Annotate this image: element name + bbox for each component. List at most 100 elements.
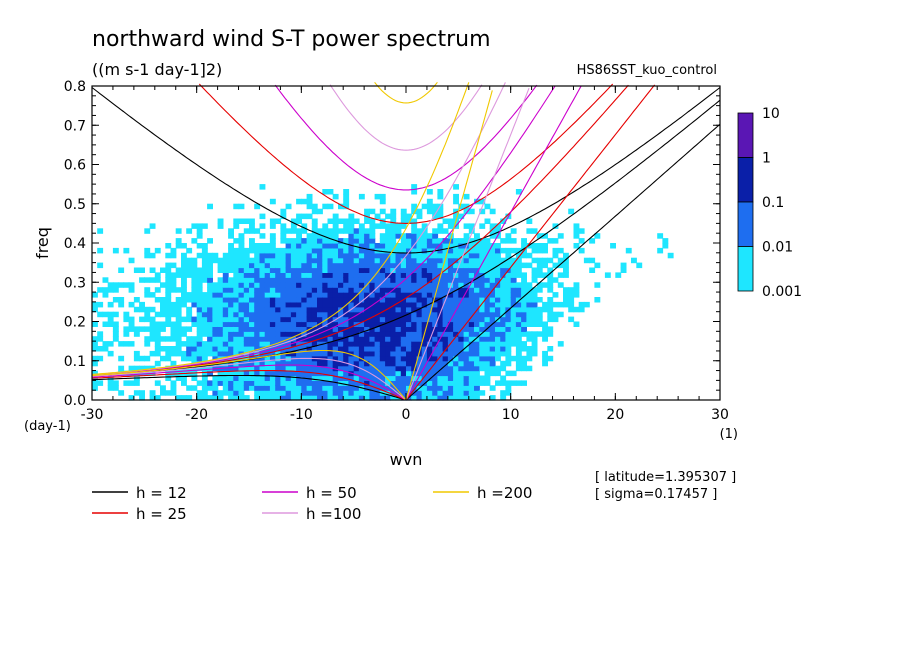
heatmap-cell	[379, 198, 386, 205]
heatmap-cell	[149, 267, 156, 273]
heatmap-cell	[385, 297, 391, 303]
heatmap-cell	[201, 272, 208, 278]
heatmap-cell	[102, 346, 109, 352]
heatmap-cell	[160, 321, 166, 327]
heatmap-cell	[296, 365, 302, 372]
heatmap-cell	[322, 287, 329, 293]
heatmap-cell	[500, 321, 507, 327]
heatmap-cell	[322, 272, 329, 278]
heatmap-cell	[327, 306, 334, 313]
heatmap-cell	[385, 385, 391, 391]
heatmap-cell	[201, 297, 208, 303]
heatmap-cell	[390, 370, 397, 377]
heatmap-cell	[317, 297, 323, 303]
heatmap-cell	[432, 301, 439, 308]
heatmap-cell	[332, 365, 339, 372]
heatmap-cell	[254, 243, 261, 249]
heatmap-cell	[521, 360, 527, 367]
heatmap-cell	[385, 380, 391, 386]
heatmap-cell	[447, 247, 454, 254]
heatmap-cell	[426, 277, 433, 283]
heatmap-cell	[468, 311, 475, 318]
heatmap-cell	[280, 223, 287, 229]
heatmap-cell	[191, 336, 198, 342]
heatmap-cell	[259, 257, 266, 264]
heatmap-cell	[353, 350, 360, 357]
heatmap-cell	[228, 282, 234, 288]
heatmap-cell	[311, 316, 318, 323]
heatmap-cell	[212, 297, 219, 303]
heatmap-cell	[578, 301, 585, 308]
heatmap-cell	[259, 287, 266, 293]
heatmap-cell	[332, 297, 339, 303]
heatmap-cell	[463, 238, 470, 244]
heatmap-cell	[416, 365, 423, 372]
heatmap-cell	[338, 287, 344, 293]
heatmap-cell	[400, 336, 407, 342]
heatmap-cell	[280, 316, 287, 323]
heatmap-cell	[170, 336, 177, 342]
heatmap-cell	[479, 341, 486, 347]
heatmap-cell	[201, 223, 208, 229]
heatmap-cell	[317, 375, 323, 381]
heatmap-cell	[327, 360, 334, 367]
heatmap-cell	[264, 385, 271, 391]
heatmap-cell	[343, 287, 350, 293]
heatmap-cell	[201, 267, 208, 273]
heatmap-cell	[290, 257, 297, 264]
heatmap-cell	[568, 287, 575, 293]
heatmap-cell	[201, 390, 208, 396]
heatmap-cell	[489, 350, 496, 357]
heatmap-cell	[144, 326, 151, 332]
heatmap-cell	[364, 238, 370, 244]
heatmap-cell	[411, 360, 418, 367]
heatmap-cell	[212, 287, 219, 293]
heatmap-cell	[536, 257, 543, 264]
heatmap-cell	[484, 321, 491, 327]
heatmap-cell	[311, 297, 318, 303]
heatmap-cell	[175, 326, 182, 332]
heatmap-cell	[317, 306, 323, 313]
heatmap-cell	[374, 282, 381, 288]
heatmap-cell	[594, 262, 601, 269]
heatmap-cell	[165, 292, 172, 298]
heatmap-cell	[217, 375, 224, 381]
colorbar-label: 10	[762, 106, 780, 122]
heatmap-cell	[400, 282, 407, 288]
heatmap-cell	[290, 321, 297, 327]
heatmap-cell	[500, 390, 507, 396]
heatmap-cell	[296, 306, 302, 313]
heatmap-cell	[181, 262, 187, 269]
heatmap-cell	[416, 272, 423, 278]
heatmap-cell	[463, 370, 470, 377]
heatmap-cell	[254, 316, 261, 323]
heatmap-cell	[217, 301, 224, 308]
kelvin-wave-curve	[405, 90, 493, 401]
heatmap-cell	[542, 243, 548, 249]
heatmap-cell	[364, 243, 370, 249]
heatmap-cell	[474, 380, 480, 386]
heatmap-cell	[144, 365, 151, 372]
heatmap-cell	[442, 238, 449, 244]
heatmap-cell	[254, 385, 261, 391]
heatmap-cell	[426, 292, 433, 298]
heatmap-cell	[411, 238, 418, 244]
heatmap-cell	[254, 297, 261, 303]
heatmap-cell	[390, 218, 397, 224]
heatmap-cell	[186, 346, 193, 352]
heatmap-cell	[201, 301, 208, 308]
heatmap-cell	[196, 267, 203, 273]
heatmap-cell	[489, 385, 496, 391]
heatmap-cell	[343, 385, 350, 391]
heatmap-cell	[285, 301, 292, 308]
heatmap-cell	[484, 243, 491, 249]
heatmap-cell	[181, 355, 187, 362]
heatmap-cell	[343, 218, 350, 224]
heatmap-cell	[317, 380, 323, 386]
heatmap-cell	[306, 306, 313, 313]
heatmap-cell	[280, 395, 287, 401]
heatmap-cell	[385, 238, 391, 244]
heatmap-cell	[484, 331, 491, 337]
heatmap-cell	[97, 355, 104, 362]
heatmap-cell	[489, 365, 496, 372]
